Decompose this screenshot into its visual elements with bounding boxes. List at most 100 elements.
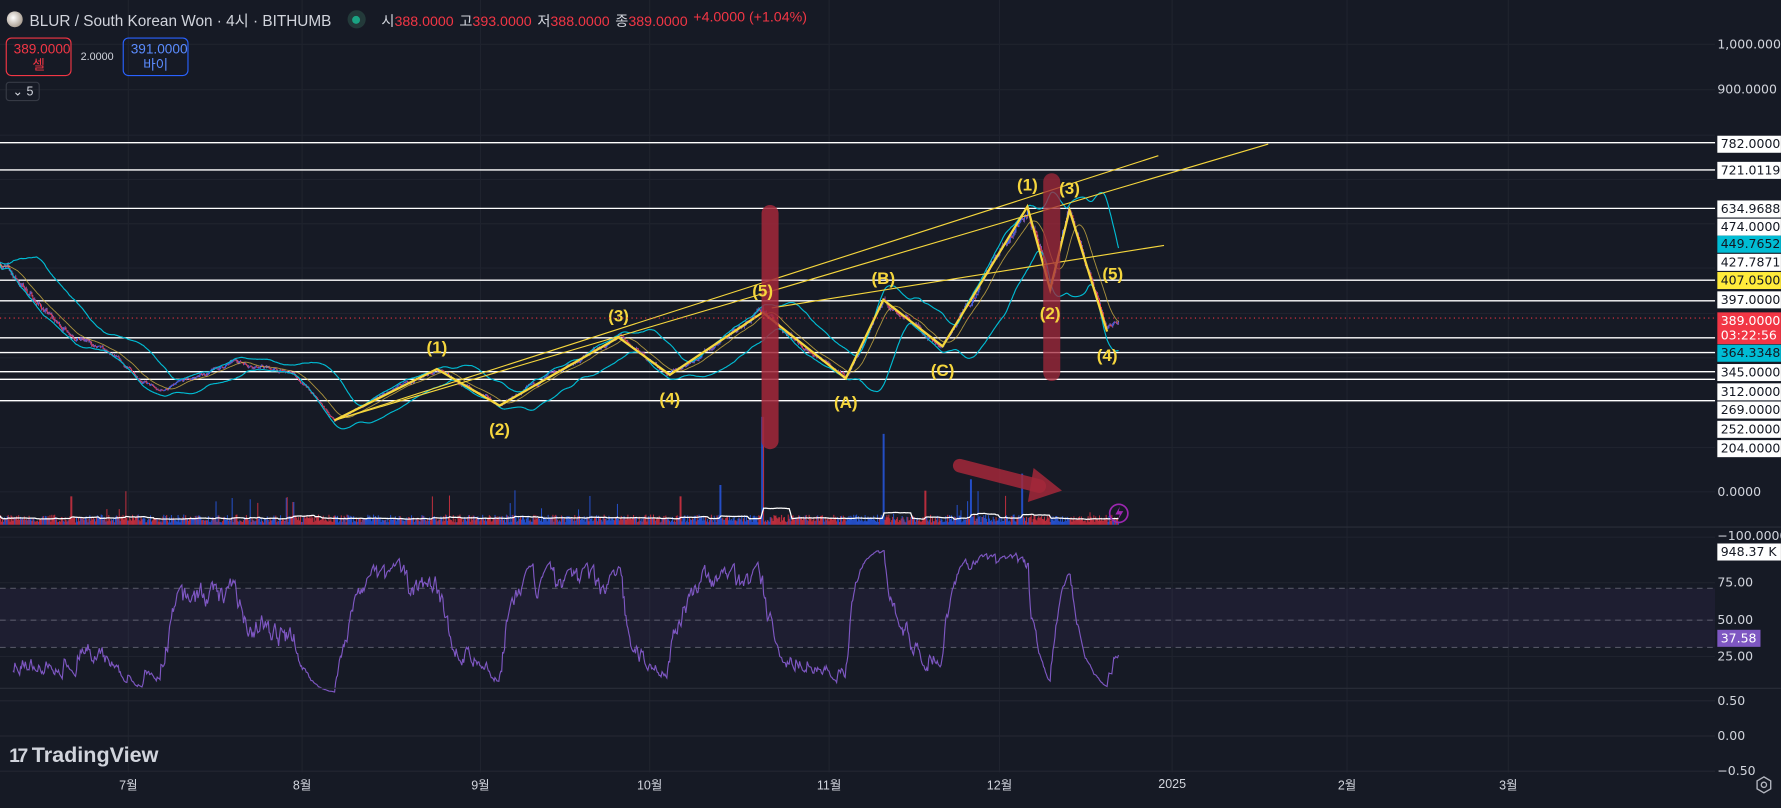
volume-bar bbox=[983, 515, 985, 525]
volume-bar bbox=[628, 519, 630, 525]
volume-bar bbox=[222, 521, 224, 525]
line-price-label: 204.0000 bbox=[1717, 440, 1781, 458]
tradingview-logo[interactable]: 17 TradingView bbox=[9, 744, 158, 769]
volume-bar bbox=[391, 519, 393, 525]
volume-bar bbox=[1099, 515, 1101, 525]
volume-bar bbox=[322, 515, 324, 525]
candle bbox=[190, 379, 192, 380]
volume-bar bbox=[286, 497, 288, 525]
volume-bar bbox=[1065, 521, 1067, 525]
candle bbox=[70, 335, 72, 336]
volume-bar bbox=[341, 521, 343, 525]
candle bbox=[712, 347, 714, 349]
candle bbox=[170, 385, 172, 387]
candle bbox=[404, 382, 406, 383]
brush-annotations[interactable] bbox=[761, 173, 1062, 503]
volume-bar bbox=[1061, 521, 1063, 525]
candle bbox=[227, 364, 229, 366]
volume-bar bbox=[157, 521, 159, 525]
candle bbox=[842, 372, 844, 374]
candle bbox=[977, 291, 979, 295]
volume-bar bbox=[1113, 521, 1115, 525]
candle bbox=[174, 383, 176, 385]
rsi-tick: 75.00 bbox=[1717, 575, 1754, 591]
volume-bar bbox=[23, 516, 25, 525]
volume-bar bbox=[101, 515, 103, 525]
volume-bar bbox=[162, 516, 164, 525]
volume-bar bbox=[102, 519, 104, 525]
volume-bar bbox=[812, 519, 814, 525]
buy-button[interactable]: 391.0000 바이 bbox=[122, 37, 189, 77]
volume-bar bbox=[833, 514, 835, 525]
volume-bar bbox=[233, 516, 235, 525]
volume-bar bbox=[753, 515, 755, 525]
volume-bar bbox=[428, 520, 430, 525]
volume-bar bbox=[229, 520, 231, 525]
volume-bar bbox=[1106, 517, 1108, 525]
candle bbox=[808, 350, 810, 352]
trendlines[interactable] bbox=[334, 143, 1269, 421]
volume-bar bbox=[50, 521, 52, 525]
volume-bar bbox=[1047, 518, 1049, 525]
volume-bar bbox=[213, 520, 215, 525]
candle bbox=[249, 365, 251, 367]
volume-bar bbox=[980, 521, 982, 525]
volume-bar bbox=[832, 519, 834, 525]
volume-bar bbox=[21, 517, 23, 525]
volume-bar bbox=[417, 519, 419, 525]
candle bbox=[328, 412, 330, 415]
volume-bar bbox=[650, 514, 652, 525]
volume-bar bbox=[73, 516, 75, 525]
grid bbox=[0, 587, 1716, 648]
volume-bar bbox=[728, 516, 730, 525]
market-status-icon[interactable] bbox=[347, 10, 366, 29]
volume-bar bbox=[314, 515, 316, 525]
rsi-tick: 25.00 bbox=[1717, 649, 1754, 664]
volume-bar bbox=[858, 519, 860, 525]
candle bbox=[467, 385, 469, 387]
settings-icon[interactable] bbox=[1755, 776, 1773, 794]
volume-bar bbox=[647, 518, 649, 525]
red-arrow-stroke[interactable] bbox=[952, 458, 1047, 493]
red-arrow-head-icon[interactable] bbox=[1027, 467, 1062, 503]
candle bbox=[1107, 326, 1109, 329]
volume-bar bbox=[823, 521, 825, 525]
volume-bar bbox=[883, 433, 885, 525]
volume-bar bbox=[146, 522, 148, 525]
volume-bar bbox=[874, 519, 876, 525]
axis-tick: 0.0000 bbox=[1717, 484, 1762, 500]
volume-bar bbox=[85, 516, 87, 525]
volume-bar bbox=[77, 517, 79, 525]
volume-bar bbox=[392, 519, 394, 525]
volume-bar bbox=[474, 520, 476, 525]
volume-bar bbox=[848, 515, 850, 525]
candle bbox=[686, 365, 688, 367]
candle bbox=[698, 358, 700, 361]
lightning-icon[interactable] bbox=[1108, 503, 1129, 524]
candle bbox=[1009, 236, 1011, 240]
volume-bar bbox=[901, 515, 903, 525]
candle bbox=[1018, 223, 1020, 227]
sell-button[interactable]: 389.0000 셀 bbox=[5, 37, 72, 77]
candle bbox=[75, 339, 77, 341]
indicators-toggle-button[interactable]: ⌄ 5 bbox=[5, 81, 41, 102]
candle bbox=[643, 352, 645, 356]
volume-bar bbox=[262, 521, 264, 525]
candle bbox=[784, 331, 786, 333]
candle bbox=[206, 374, 208, 376]
horizontal-lines[interactable] bbox=[0, 142, 1716, 402]
volume-bar bbox=[91, 517, 93, 525]
volume-bar bbox=[324, 518, 326, 525]
volume-bar bbox=[409, 517, 411, 525]
volume-bar bbox=[536, 518, 538, 525]
volume-bar bbox=[1037, 517, 1039, 525]
symbol-title[interactable]: BLUR / South Korean Won · 4시 · BITHUMB bbox=[29, 12, 332, 30]
wave-label: (A) bbox=[834, 393, 858, 412]
candle bbox=[814, 355, 816, 357]
rsi-line bbox=[12, 550, 1120, 693]
volume-bar bbox=[257, 502, 259, 525]
volume-bar bbox=[121, 517, 123, 525]
volume-bar bbox=[682, 516, 684, 525]
